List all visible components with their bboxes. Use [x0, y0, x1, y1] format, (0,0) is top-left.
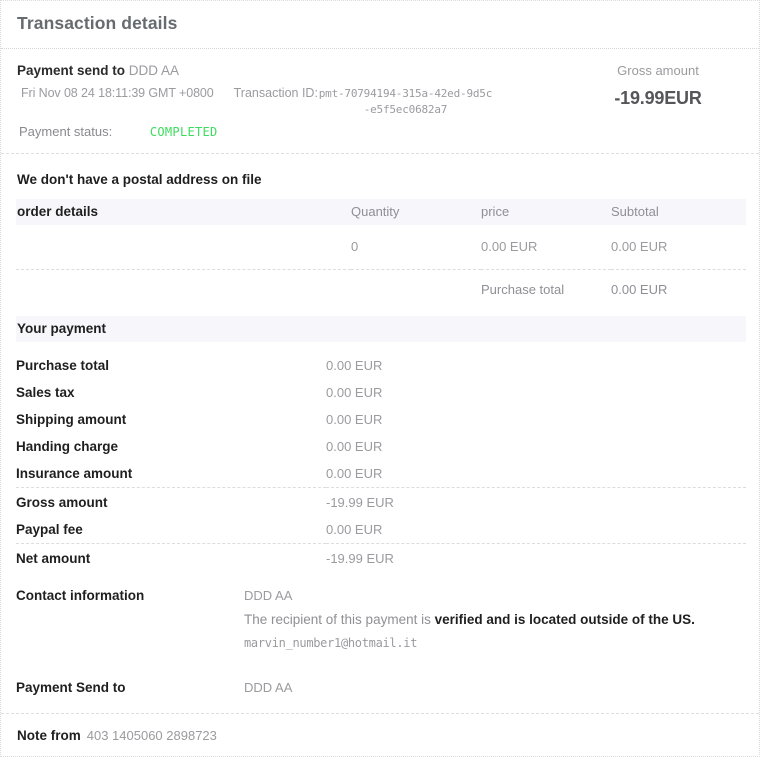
payment-send-to-section: Payment Send to DDD AA: [16, 673, 746, 703]
payment-send-to-line: Payment send to DDD AA: [17, 63, 743, 78]
recipient-verified-bold: verified and is located outside of the U…: [434, 611, 695, 627]
your-payment-table: Purchase total 0.00 EUR Sales tax 0.00 E…: [16, 352, 746, 572]
transaction-meta-row: Fri Nov 08 24 18:11:39 GMT +0800 Transac…: [17, 86, 743, 118]
payment-send-to-label: Payment send to: [17, 63, 126, 78]
transaction-id-value: pmt-70794194-315a-42ed-9d5c-e5f5ec0682a7: [318, 87, 493, 116]
cell-spacer-2: [351, 268, 481, 310]
payment-send-to-row-value: DDD AA: [244, 680, 293, 696]
gross-amount-box: Gross amount -19.99EUR: [573, 63, 743, 109]
note-from-row: Note from 403 1405060 2898723: [1, 712, 759, 757]
gross-amount-value: -19.99EUR: [614, 88, 702, 108]
table-row: 0 0.00 EUR 0.00 EUR: [16, 225, 746, 270]
postal-address-notice: We don't have a postal address on file: [17, 171, 262, 187]
payment-value-paypal-fee: 0.00 EUR: [326, 521, 383, 537]
your-payment-band: Your payment: [16, 315, 746, 342]
contact-email[interactable]: marvin_number1@hotmail.it: [244, 635, 418, 650]
payment-value-handing-charge: 0.00 EUR: [326, 438, 383, 454]
cell-subtotal: 0.00 EUR: [611, 239, 668, 255]
page-header: Transaction details: [1, 1, 759, 49]
payment-value-net-amount: -19.99 EUR: [326, 542, 746, 572]
purchase-total-value: 0.00 EUR: [611, 268, 746, 310]
order-details-table: order details Quantity price Subtotal 0 …: [16, 198, 746, 310]
payment-row-sales-tax: Sales tax 0.00 EUR: [16, 379, 746, 406]
cell-description: [16, 225, 351, 270]
gross-amount-label: Gross amount: [617, 63, 699, 78]
status-badge: COMPLETED: [149, 124, 218, 139]
recipient-verified-line: The recipient of this payment is verifie…: [244, 612, 746, 627]
recipient-verified-prefix: The recipient of this payment is: [244, 611, 435, 627]
payment-label-insurance-amount: Insurance amount: [16, 465, 133, 481]
column-header-quantity: Quantity: [351, 198, 481, 225]
payment-row-gross-amount: Gross amount -19.99 EUR: [16, 486, 746, 516]
contact-name: DDD AA: [244, 587, 293, 603]
payment-label-handing-charge: Handing charge: [16, 438, 119, 454]
payment-row-net-amount: Net amount -19.99 EUR: [16, 542, 746, 572]
page-title: Transaction details: [17, 13, 178, 33]
payment-label-purchase-total: Purchase total: [16, 357, 110, 373]
payment-label-gross-amount: Gross amount: [16, 486, 326, 516]
transaction-date: Fri Nov 08 24 18:11:39 GMT +0800: [21, 86, 214, 100]
payment-row-handing-charge: Handing charge 0.00 EUR: [16, 433, 746, 460]
contact-information-values: DDD AA The recipient of this payment is …: [244, 588, 746, 659]
payment-status-label: Payment status:: [19, 123, 113, 139]
note-from-value: 403 1405060 2898723: [86, 727, 217, 743]
payment-send-to-row-label: Payment Send to: [16, 680, 126, 696]
column-header-order-details: order details: [16, 198, 351, 225]
payment-value-insurance-amount: 0.00 EUR: [326, 465, 383, 481]
order-details-header-row: order details Quantity price Subtotal: [16, 198, 746, 225]
payment-label-sales-tax: Sales tax: [16, 384, 75, 400]
transaction-summary: Payment send to DDD AA Fri Nov 08 24 18:…: [1, 49, 759, 154]
note-from-label: Note from: [17, 727, 81, 743]
cell-spacer-1: [16, 268, 351, 310]
column-header-price: price: [481, 198, 611, 225]
payment-row-shipping-amount: Shipping amount 0.00 EUR: [16, 406, 746, 433]
payment-send-to-name: DDD AA: [128, 63, 180, 78]
purchase-total-label: Purchase total: [481, 268, 611, 310]
payment-label-net-amount: Net amount: [16, 542, 326, 572]
payment-value-shipping-amount: 0.00 EUR: [326, 411, 383, 427]
payment-row-insurance-amount: Insurance amount 0.00 EUR: [16, 460, 746, 488]
contact-information-label: Contact information: [16, 587, 145, 603]
payment-value-sales-tax: 0.00 EUR: [326, 384, 383, 400]
payment-value-purchase-total: 0.00 EUR: [326, 357, 383, 373]
payment-row-purchase-total: Purchase total 0.00 EUR: [16, 352, 746, 379]
transaction-id-label: Transaction ID:: [233, 86, 318, 100]
column-header-subtotal: Subtotal: [611, 198, 746, 225]
cell-price: 0.00 EUR: [481, 239, 538, 255]
contact-information-row: Contact information DDD AA The recipient…: [16, 588, 746, 659]
payment-label-paypal-fee: Paypal fee: [16, 521, 83, 537]
order-purchase-total-row: Purchase total 0.00 EUR: [16, 268, 746, 310]
payment-send-to-row: Payment Send to DDD AA: [16, 673, 746, 703]
contact-information-section: Contact information DDD AA The recipient…: [16, 588, 746, 659]
transaction-id-group: Transaction ID: pmt-70794194-315a-42ed-9…: [234, 86, 493, 118]
payment-status-row: Payment status: COMPLETED: [17, 124, 743, 139]
payment-value-gross-amount: -19.99 EUR: [326, 486, 746, 516]
payment-label-shipping-amount: Shipping amount: [16, 411, 127, 427]
payment-row-paypal-fee: Paypal fee 0.00 EUR: [16, 516, 746, 544]
cell-quantity: 0: [351, 239, 359, 255]
